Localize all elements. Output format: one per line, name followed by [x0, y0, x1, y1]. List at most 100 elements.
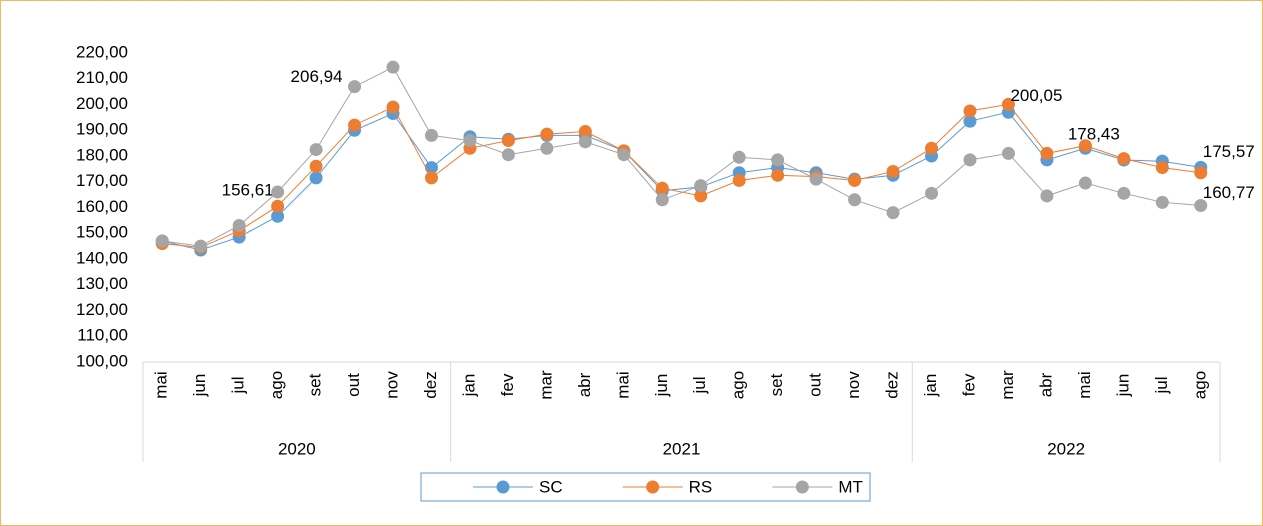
- data-point: [809, 172, 823, 186]
- data-point: [963, 153, 977, 167]
- legend-marker: [646, 480, 660, 494]
- data-point: [271, 185, 285, 199]
- series-line: [162, 103, 1201, 248]
- x-tick-label: mai: [1075, 371, 1094, 398]
- data-point: [386, 60, 400, 74]
- y-tick-label: 170,00: [76, 171, 128, 190]
- data-point: [694, 179, 708, 193]
- legend-marker: [795, 480, 809, 494]
- data-point: [1001, 146, 1015, 160]
- group-label: 2022: [1047, 439, 1085, 458]
- data-point: [540, 141, 554, 155]
- data-label: 156,61: [222, 181, 274, 200]
- x-tick-label: nov: [383, 371, 402, 399]
- series-line: [162, 111, 1201, 251]
- x-tick-label: fev: [959, 373, 978, 396]
- data-point: [309, 171, 323, 185]
- x-tick-label: mar: [536, 370, 555, 400]
- data-point: [963, 114, 977, 128]
- data-point: [424, 161, 438, 175]
- data-point: [578, 125, 592, 139]
- legend: SC RS MT: [420, 472, 871, 502]
- data-point: [1194, 199, 1208, 213]
- data-point: [963, 104, 977, 118]
- data-label: 206,94: [291, 67, 343, 86]
- data-point: [1040, 146, 1054, 160]
- x-tick-label: ago: [1190, 371, 1209, 399]
- data-point: [348, 80, 362, 94]
- x-tick-label: mar: [998, 370, 1017, 400]
- x-tick-label: fev: [498, 373, 517, 396]
- y-tick-label: 160,00: [76, 197, 128, 216]
- data-point: [271, 209, 285, 223]
- data-point: [309, 143, 323, 157]
- data-point: [771, 168, 785, 182]
- data-point: [501, 148, 515, 162]
- data-point: [501, 134, 515, 148]
- series-line: [162, 66, 1201, 247]
- x-tick-label: set: [306, 373, 325, 396]
- data-point: [617, 148, 631, 162]
- x-tick-label: jun: [1113, 374, 1132, 398]
- y-tick-label: 130,00: [76, 274, 128, 293]
- data-point: [771, 153, 785, 167]
- legend-marker: [496, 480, 510, 494]
- x-tick-label: abr: [1036, 372, 1055, 397]
- x-tick-label: abr: [575, 372, 594, 397]
- x-tick-label: dez: [421, 371, 440, 398]
- data-point: [732, 150, 746, 164]
- data-point: [848, 193, 862, 207]
- data-label: 160,77: [1203, 183, 1255, 202]
- data-point: [424, 171, 438, 185]
- data-point: [155, 234, 169, 248]
- legend-label: MT: [838, 477, 863, 496]
- data-point: [1040, 189, 1054, 203]
- data-point: [578, 135, 592, 149]
- y-tick-label: 140,00: [76, 248, 128, 267]
- group-label: 2020: [278, 439, 316, 458]
- data-point: [348, 118, 362, 132]
- x-tick-label: nov: [844, 371, 863, 399]
- data-point: [1001, 97, 1015, 111]
- y-tick-label: 220,00: [76, 42, 128, 61]
- y-tick-label: 120,00: [76, 300, 128, 319]
- data-label: 175,57: [1203, 142, 1255, 161]
- x-tick-label: jun: [190, 374, 209, 398]
- x-tick-label: jan: [459, 374, 478, 398]
- y-tick-label: 180,00: [76, 145, 128, 164]
- x-tick-label: jul: [1152, 376, 1171, 394]
- data-point: [309, 159, 323, 173]
- y-tick-label: 100,00: [76, 351, 128, 370]
- data-point: [1078, 139, 1092, 153]
- data-point: [463, 134, 477, 148]
- data-point: [1155, 195, 1169, 209]
- data-point: [424, 128, 438, 142]
- data-point: [925, 186, 939, 200]
- data-point: [540, 127, 554, 141]
- x-tick-label: dez: [883, 371, 902, 398]
- x-tick-label: jun: [652, 374, 671, 398]
- data-point: [1155, 161, 1169, 175]
- legend-label: RS: [689, 477, 713, 496]
- data-label: 178,43: [1068, 125, 1120, 144]
- data-point: [925, 141, 939, 155]
- group-label: 2021: [663, 439, 701, 458]
- data-point: [1194, 166, 1208, 180]
- data-point: [886, 206, 900, 220]
- data-point: [848, 173, 862, 187]
- data-point: [886, 164, 900, 178]
- data-point: [386, 100, 400, 114]
- data-point: [232, 219, 246, 233]
- x-tick-label: mai: [152, 371, 171, 398]
- data-point: [1117, 152, 1131, 166]
- x-tick-label: jul: [690, 376, 709, 394]
- data-point: [655, 193, 669, 207]
- x-tick-label: ago: [267, 371, 286, 399]
- y-tick-label: 110,00: [77, 326, 128, 345]
- y-tick-label: 200,00: [76, 94, 128, 113]
- x-tick-label: out: [344, 373, 363, 397]
- legend-label: SC: [539, 477, 563, 496]
- data-point: [732, 173, 746, 187]
